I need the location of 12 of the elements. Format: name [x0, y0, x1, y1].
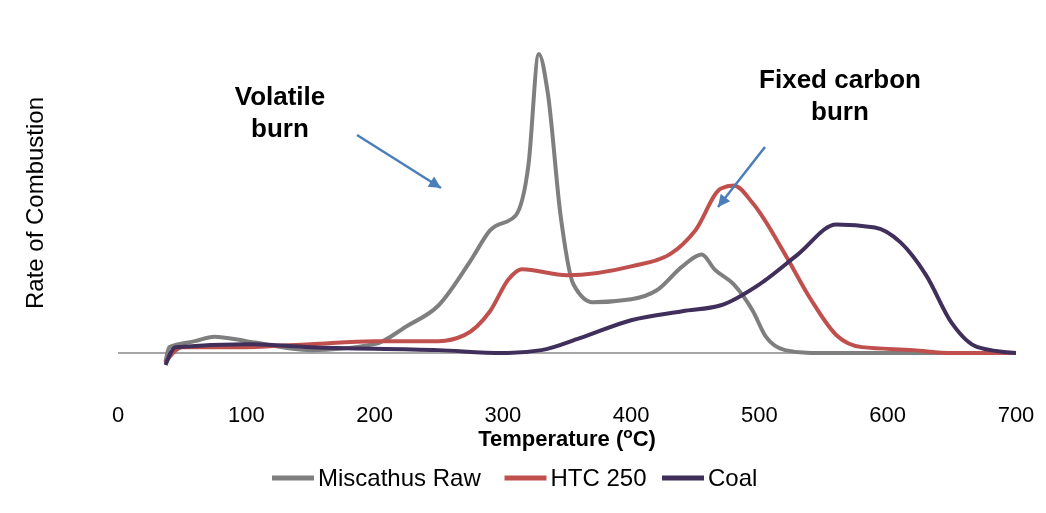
- annotation: Volatile burn: [234, 81, 326, 143]
- x-tick-label: 0: [111, 401, 125, 427]
- legend-label: Coal: [708, 464, 758, 491]
- y-axis-title: Rate of Combustion: [21, 96, 48, 310]
- legend-label: Miscathus Raw: [318, 464, 482, 491]
- x-tick-label: 100: [227, 401, 265, 427]
- x-tick-label: 600: [869, 401, 907, 427]
- annotation: Fixed carbon burn: [759, 64, 921, 126]
- x-tick-label: 500: [741, 401, 778, 427]
- x-tick-label: 200: [356, 401, 393, 427]
- x-tick-label: 700: [997, 401, 1035, 427]
- legend-label: HTC 250: [550, 464, 647, 491]
